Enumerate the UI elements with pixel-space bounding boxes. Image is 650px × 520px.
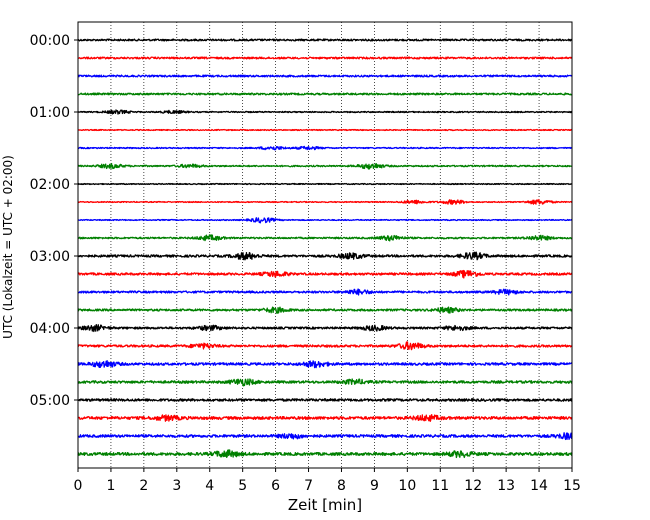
seismic-trace-0500 <box>77 398 573 402</box>
seismic-trace-0030 <box>77 74 573 78</box>
y-tick-label: 01:00 <box>30 105 70 121</box>
seismic-trace-0415 <box>77 341 573 351</box>
seismic-trace-0315 <box>77 269 573 279</box>
x-tick-label: 12 <box>464 478 482 494</box>
x-tick-label: 1 <box>106 478 115 494</box>
y-tick-label: 00:00 <box>30 33 70 49</box>
x-tick-label: 6 <box>271 478 280 494</box>
x-tick-label: 11 <box>431 478 449 494</box>
seismic-trace-0045 <box>77 92 573 96</box>
seismic-trace-0445 <box>77 378 573 387</box>
x-tick-label: 13 <box>497 478 515 494</box>
y-tick-label: 04:00 <box>30 321 70 337</box>
x-tick-label: 9 <box>370 478 379 494</box>
seismic-trace-0300 <box>77 251 573 261</box>
x-tick-label: 3 <box>172 478 181 494</box>
x-tick-label: 4 <box>205 478 214 494</box>
y-axis-ticks: 00:00 01:00 02:00 03:00 04:00 05:00 <box>30 33 78 409</box>
x-axis-label: Zeit [min] <box>288 496 362 514</box>
seismic-trace-0545 <box>77 449 573 459</box>
seismic-trace-0230 <box>77 217 573 224</box>
seismic-trace-0000 <box>77 38 573 42</box>
seismic-trace-0345 <box>77 306 573 314</box>
seismic-trace-0515 <box>77 414 573 422</box>
seismic-trace-0245 <box>77 234 573 242</box>
y-tick-label: 03:00 <box>30 249 70 265</box>
seismic-trace-0015 <box>77 56 573 60</box>
y-tick-label: 02:00 <box>30 177 70 193</box>
seismic-trace-0430 <box>77 360 573 369</box>
x-tick-label: 10 <box>398 478 416 494</box>
x-tick-label: 0 <box>74 478 83 494</box>
seismic-trace-0145 <box>77 162 573 170</box>
plot-frame <box>77 21 573 469</box>
seismic-trace-0215 <box>77 198 573 206</box>
x-tick-label: 8 <box>337 478 346 494</box>
x-axis-ticks: 0 1 2 3 4 5 6 7 8 9 10 11 12 13 14 15 <box>74 468 581 494</box>
x-tick-label: 5 <box>238 478 247 494</box>
seismic-trace-0130 <box>77 145 573 151</box>
seismic-trace-0100 <box>77 109 573 115</box>
seismic-trace-0115 <box>77 128 573 132</box>
seismic-trace-0200 <box>77 182 573 186</box>
y-tick-label: 05:00 <box>30 393 70 409</box>
trace-group <box>77 38 573 459</box>
x-tick-label: 15 <box>563 478 581 494</box>
y-axis-label: UTC (Lokalzeit = UTC + 02:00) <box>1 155 15 339</box>
vertical-grid <box>110 22 540 468</box>
x-tick-label: 14 <box>530 478 548 494</box>
seismic-trace-0330 <box>77 288 573 296</box>
seismic-trace-0400 <box>77 324 573 333</box>
x-tick-label: 2 <box>139 478 148 494</box>
seismic-trace-0530 <box>77 432 573 441</box>
x-tick-label: 7 <box>304 478 313 494</box>
